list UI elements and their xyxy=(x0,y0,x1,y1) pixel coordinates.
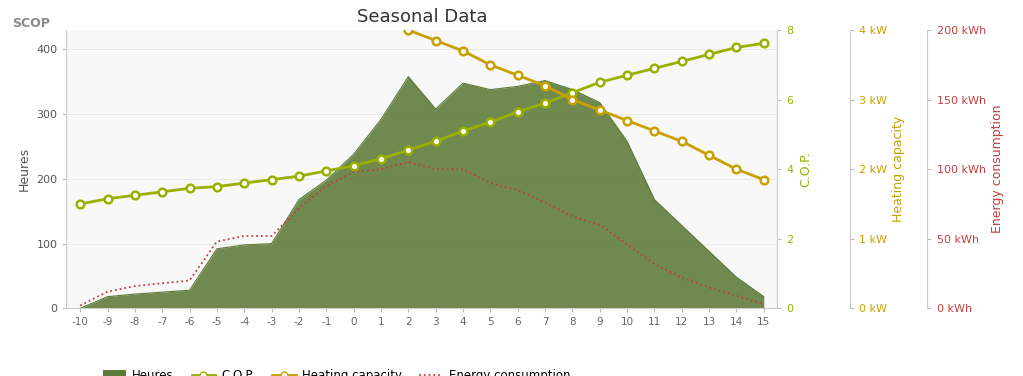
Y-axis label: C.O.P.: C.O.P. xyxy=(799,152,812,187)
Title: Seasonal Data: Seasonal Data xyxy=(357,8,487,26)
Y-axis label: Energy consumption: Energy consumption xyxy=(991,105,1005,233)
Y-axis label: Heating capacity: Heating capacity xyxy=(892,116,905,222)
Y-axis label: Heures: Heures xyxy=(17,147,31,191)
Legend: Heures, C.O.P., Heating capacity, Energy consumption: Heures, C.O.P., Heating capacity, Energy… xyxy=(98,364,575,376)
Text: SCOP: SCOP xyxy=(12,17,50,30)
